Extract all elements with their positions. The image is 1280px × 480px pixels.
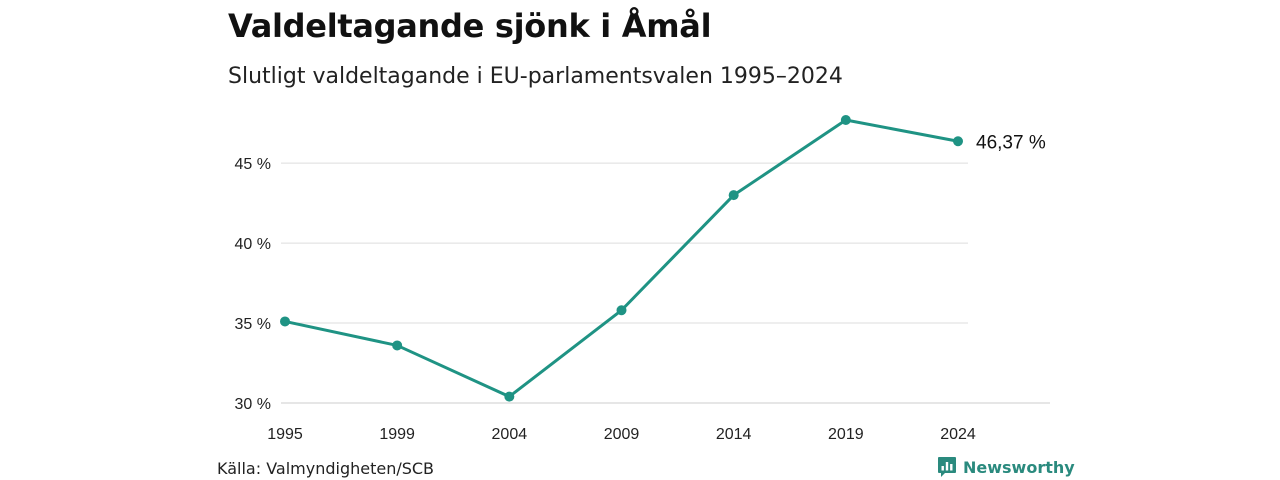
data-point: [840, 115, 851, 125]
data-point: [504, 391, 515, 402]
y-tick-label: 40 %: [235, 236, 271, 253]
y-tick-label: 45 %: [235, 156, 271, 173]
data-point: [280, 316, 290, 327]
source-note: Källa: Valmyndigheten/SCB: [217, 459, 435, 478]
bar-chart-speech-bubble-icon: [938, 457, 956, 477]
x-tick-label: 2024: [940, 426, 976, 443]
x-tick-label: 1995: [267, 426, 303, 443]
y-tick-label: 30 %: [235, 396, 271, 413]
logo-text: Newsworthy: [963, 457, 1075, 477]
x-tick-label: 2014: [716, 426, 752, 443]
series-line: [283, 118, 960, 399]
data-point: [616, 305, 627, 316]
data-point: [728, 190, 739, 201]
data-point: [953, 136, 963, 147]
newsworthy-logo: Newsworthy: [937, 456, 1075, 478]
chart-subtitle: Slutligt valdeltagande i EU-parlamentsva…: [228, 64, 843, 89]
chart-title: Valdeltagande sjönk i Åmål: [228, 7, 712, 45]
data-point: [392, 340, 403, 351]
y-tick-label: 35 %: [235, 316, 271, 333]
x-tick-label: 2004: [492, 426, 528, 443]
x-tick-label: 2009: [604, 426, 640, 443]
x-tick-label: 2019: [828, 426, 864, 443]
end-value-label: 46,37 %: [976, 132, 1046, 153]
x-tick-label: 1999: [379, 426, 415, 443]
